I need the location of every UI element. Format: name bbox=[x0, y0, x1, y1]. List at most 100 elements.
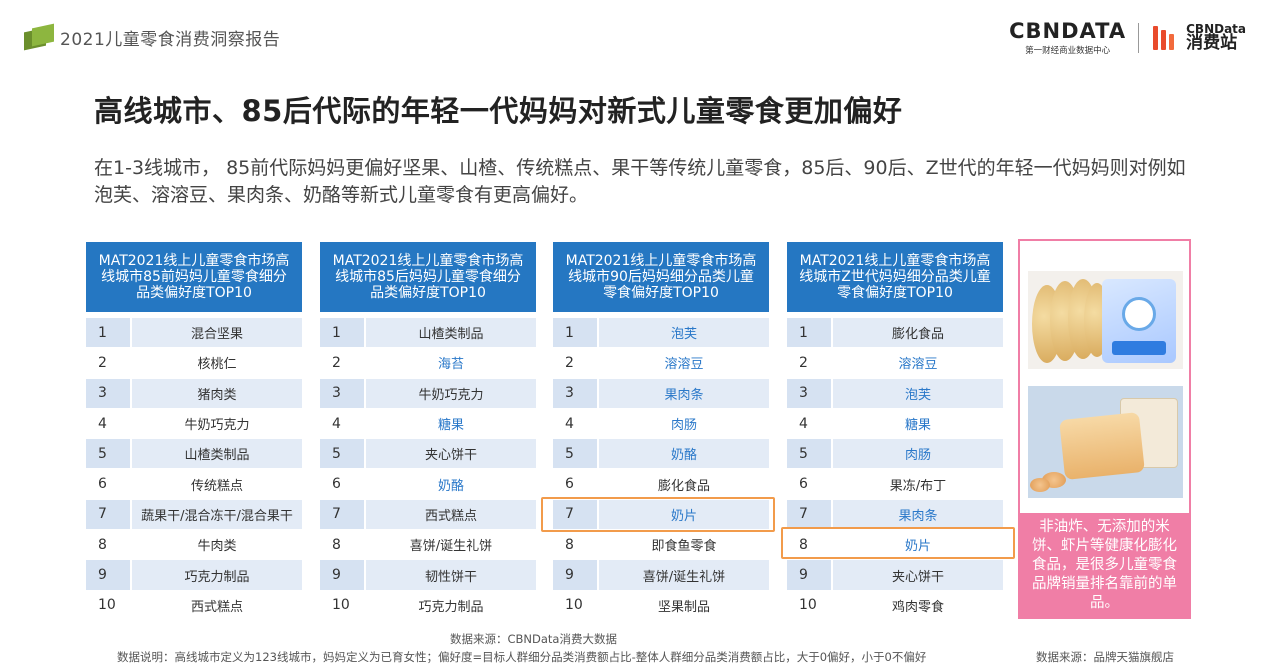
category-name: 喜饼/诞生礼饼 bbox=[599, 560, 769, 591]
product-side-panel: 非油炸、无添加的米饼、虾片等健康化膨化食品，是很多儿童零食品牌销量排名靠前的单品… bbox=[1018, 239, 1191, 619]
highlight-box-milk-tablet bbox=[541, 497, 775, 532]
category-name: 巧克力制品 bbox=[132, 560, 302, 591]
rank-number: 2 bbox=[553, 348, 597, 379]
page-description: 在1-3线城市， 85前代际妈妈更偏好坚果、山楂、传统糕点、果干等传统儿童零食，… bbox=[94, 157, 1186, 206]
rank-number: 7 bbox=[553, 499, 597, 531]
category-name: 鸡肉零食 bbox=[833, 590, 1003, 621]
rank-number: 3 bbox=[320, 378, 364, 409]
table-rows: 1 泡芙 2 溶溶豆 3 果肉条 4 肉肠 5 奶酪 6 膨化食品 7 奶片 8 即食鱼零食 9 喜饼/诞生礼饼 1… bbox=[553, 318, 769, 621]
category-name: 果肉条 bbox=[833, 499, 1003, 531]
category-name: 溶溶豆 bbox=[599, 348, 769, 379]
table-row: 7 奶片 bbox=[553, 499, 769, 531]
table-row: 8 喜饼/诞生礼饼 bbox=[320, 530, 536, 561]
rank-number: 10 bbox=[553, 590, 597, 621]
table-row: 10 巧克力制品 bbox=[320, 590, 536, 621]
rank-number: 3 bbox=[553, 378, 597, 409]
category-name: 传统糕点 bbox=[132, 469, 302, 500]
table-row: 4 牛奶巧克力 bbox=[86, 408, 302, 440]
rank-number: 6 bbox=[553, 469, 597, 500]
table-row: 6 果冻/布丁 bbox=[787, 469, 1003, 500]
table-row: 10 鸡肉零食 bbox=[787, 590, 1003, 621]
table-row: 8 奶片 bbox=[787, 530, 1003, 561]
category-name: 牛奶巧克力 bbox=[366, 378, 536, 409]
category-name: 蔬果干/混合冻干/混合果干 bbox=[132, 499, 302, 531]
category-name: 核桃仁 bbox=[132, 348, 302, 379]
table-rows: 1 山楂类制品 2 海苔 3 牛奶巧克力 4 糖果 5 夹心饼干 6 奶酪 7 西式糕点 8 喜饼/诞生礼饼 9… bbox=[320, 318, 536, 621]
table-row: 4 糖果 bbox=[320, 408, 536, 440]
category-name: 果肉条 bbox=[599, 378, 769, 409]
rank-number: 9 bbox=[86, 560, 130, 591]
category-name: 膨化食品 bbox=[833, 318, 1003, 349]
table-row: 3 果肉条 bbox=[553, 378, 769, 409]
rank-number: 8 bbox=[553, 530, 597, 561]
table-row: 10 坚果制品 bbox=[553, 590, 769, 621]
rank-number: 2 bbox=[86, 348, 130, 379]
table-row: 7 西式糕点 bbox=[320, 499, 536, 531]
table-row: 3 猪肉类 bbox=[86, 378, 302, 409]
category-name: 猪肉类 bbox=[132, 378, 302, 409]
category-name: 溶溶豆 bbox=[833, 348, 1003, 379]
footer-data-source: 数据来源：CBNData消费大数据 bbox=[450, 632, 617, 646]
rank-number: 3 bbox=[86, 378, 130, 409]
rank-number: 8 bbox=[86, 530, 130, 561]
table-title: MAT2021线上儿童零食市场高线城市85后妈妈儿童零食细分品类偏好度TOP10 bbox=[320, 242, 536, 312]
cbndata-logo-name: CBNDATA bbox=[1009, 19, 1127, 43]
rank-number: 4 bbox=[553, 408, 597, 440]
rank-number: 9 bbox=[320, 560, 364, 591]
highlight-box-milk-tablet bbox=[781, 527, 1015, 559]
table-rows: 1 膨化食品 2 溶溶豆 3 泡芙 4 糖果 5 肉肠 6 果冻/布丁 7 果肉条 8 奶片 9 夹心饼干 10 鸡肉… bbox=[787, 318, 1003, 621]
category-name: 泡芙 bbox=[599, 318, 769, 349]
xiaofeizhan-logo-cn: 消费站 bbox=[1186, 33, 1238, 54]
rank-number: 5 bbox=[320, 439, 364, 470]
cbndata-logo: CBNDATA 第一财经商业数据中心 bbox=[1009, 20, 1126, 56]
footer-data-note: 数据说明：高线城市定义为123线城市，妈妈定义为已育女性；偏好度=目标人群细分品… bbox=[117, 650, 927, 664]
rank-number: 2 bbox=[320, 348, 364, 379]
category-name: 泡芙 bbox=[833, 378, 1003, 409]
rank-number: 10 bbox=[787, 590, 831, 621]
rank-number: 6 bbox=[86, 469, 130, 500]
rank-number: 3 bbox=[787, 378, 831, 409]
category-name: 夹心饼干 bbox=[833, 560, 1003, 591]
table-title: MAT2021线上儿童零食市场高线城市90后妈妈细分品类儿童零食偏好度TOP10 bbox=[553, 242, 769, 312]
cbndata-logo-sub: 第一财经商业数据中心 bbox=[1025, 46, 1111, 56]
rank-number: 5 bbox=[787, 439, 831, 470]
shrimp-chip-product-image bbox=[1028, 386, 1183, 498]
table-row: 8 即食鱼零食 bbox=[553, 530, 769, 561]
xiaofeizhan-logo-en: CBNData bbox=[1186, 21, 1246, 36]
table-row: 2 溶溶豆 bbox=[787, 348, 1003, 379]
category-name: 海苔 bbox=[366, 348, 536, 379]
table-title: MAT2021线上儿童零食市场高线城市85前妈妈儿童零食细分品类偏好度TOP10 bbox=[86, 242, 302, 312]
table-row: 5 奶酪 bbox=[553, 439, 769, 470]
xiaofeizhan-logo-icon bbox=[1151, 23, 1181, 53]
category-name: 肉肠 bbox=[833, 439, 1003, 470]
report-title: 2021儿童零食消费洞察报告 bbox=[60, 29, 281, 50]
rank-number: 7 bbox=[86, 499, 130, 531]
table-row: 9 喜饼/诞生礼饼 bbox=[553, 560, 769, 591]
rice-cracker-product-image bbox=[1028, 271, 1183, 369]
table-row: 7 果肉条 bbox=[787, 499, 1003, 531]
table-row: 7 蔬果干/混合冻干/混合果干 bbox=[86, 499, 302, 531]
category-name: 奶酪 bbox=[366, 469, 536, 500]
ranking-table-85-before: MAT2021线上儿童零食市场高线城市85前妈妈儿童零食细分品类偏好度TOP10… bbox=[86, 242, 302, 621]
table-row: 9 巧克力制品 bbox=[86, 560, 302, 591]
ranking-table-85-after: MAT2021线上儿童零食市场高线城市85后妈妈儿童零食细分品类偏好度TOP10… bbox=[320, 242, 536, 621]
table-row: 4 肉肠 bbox=[553, 408, 769, 440]
rank-number: 5 bbox=[86, 439, 130, 470]
rank-number: 9 bbox=[787, 560, 831, 591]
rank-number: 6 bbox=[320, 469, 364, 500]
category-name: 韧性饼干 bbox=[366, 560, 536, 591]
xiaofeizhan-logo: CBNData 消费站 bbox=[1151, 23, 1246, 53]
side-panel-note: 非油炸、无添加的米饼、虾片等健康化膨化食品，是很多儿童零食品牌销量排名靠前的单品… bbox=[1020, 513, 1189, 617]
table-row: 5 山楂类制品 bbox=[86, 439, 302, 470]
table-row: 9 夹心饼干 bbox=[787, 560, 1003, 591]
rank-number: 4 bbox=[320, 408, 364, 440]
ranking-table-90-after: MAT2021线上儿童零食市场高线城市90后妈妈细分品类儿童零食偏好度TOP10… bbox=[553, 242, 769, 621]
table-row: 5 夹心饼干 bbox=[320, 439, 536, 470]
table-row: 3 牛奶巧克力 bbox=[320, 378, 536, 409]
category-name: 糖果 bbox=[833, 408, 1003, 440]
category-name: 西式糕点 bbox=[132, 590, 302, 621]
table-row: 2 海苔 bbox=[320, 348, 536, 379]
rank-number: 5 bbox=[553, 439, 597, 470]
table-row: 6 传统糕点 bbox=[86, 469, 302, 500]
table-row: 4 糖果 bbox=[787, 408, 1003, 440]
